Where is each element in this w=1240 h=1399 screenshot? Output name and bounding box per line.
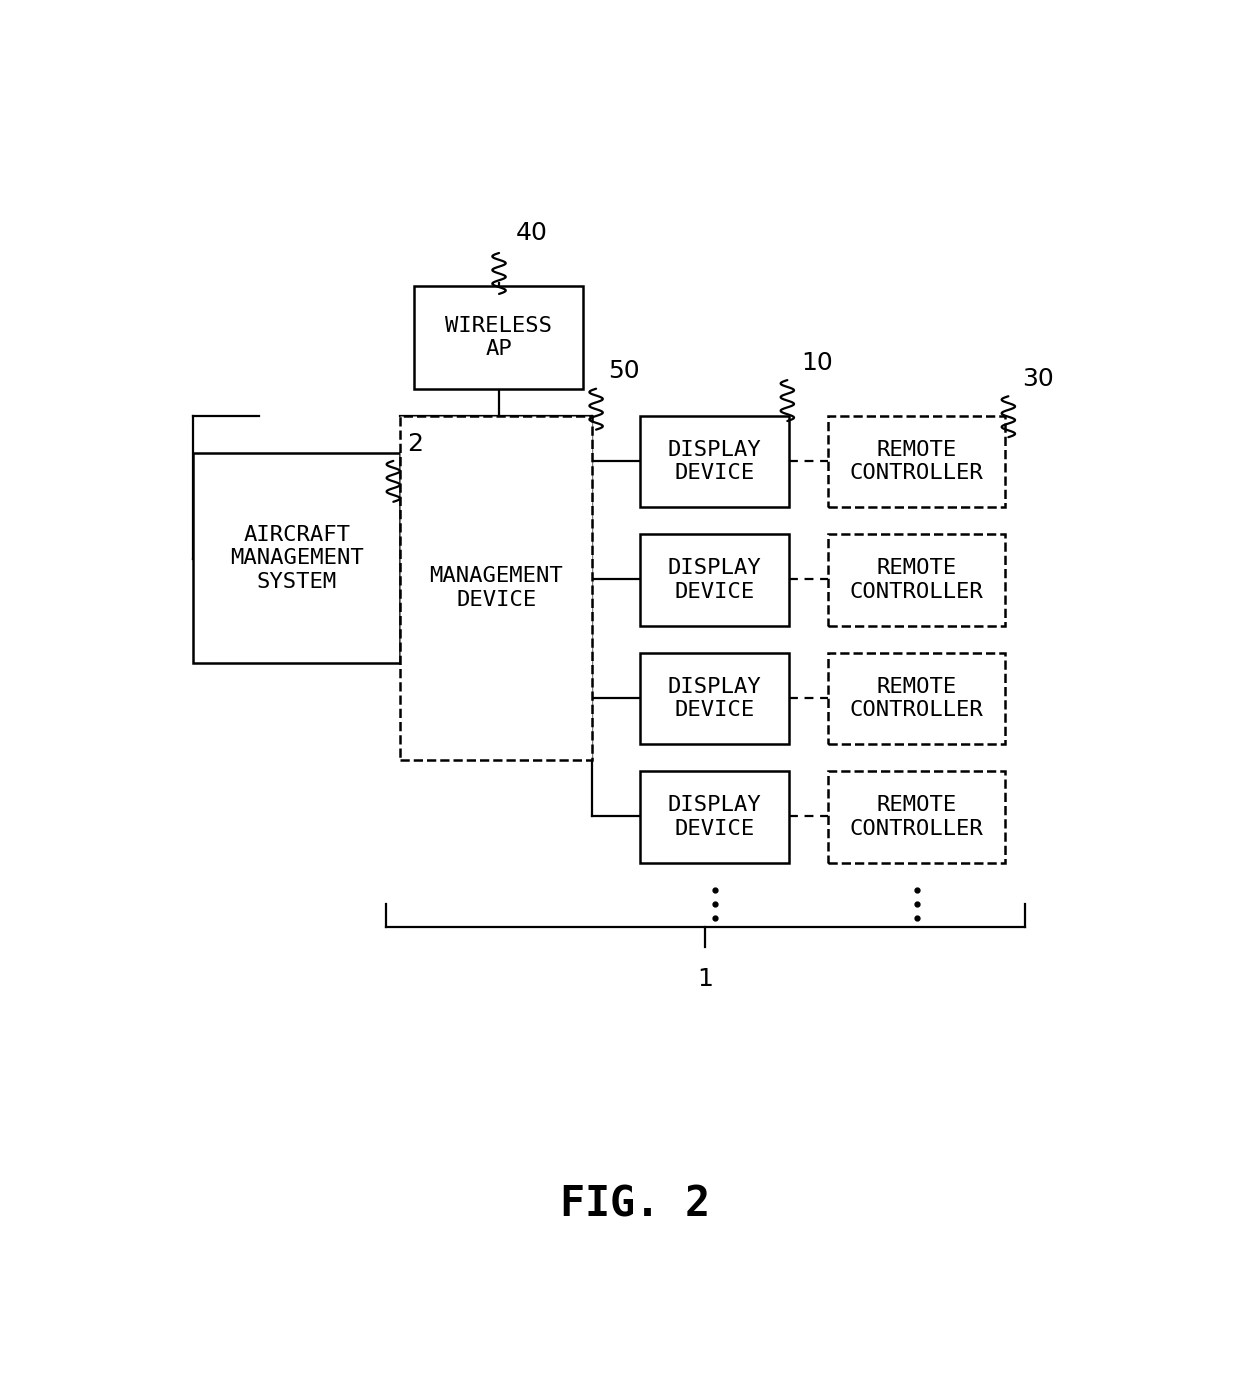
Text: 10: 10: [801, 351, 832, 375]
Text: DISPLAY
DEVICE: DISPLAY DEVICE: [668, 795, 761, 838]
Text: AIRCRAFT
MANAGEMENT
SYSTEM: AIRCRAFT MANAGEMENT SYSTEM: [229, 525, 363, 592]
Bar: [640, 652, 790, 744]
Bar: [828, 534, 1006, 625]
Bar: [401, 416, 593, 761]
Bar: [414, 287, 583, 389]
Bar: [640, 771, 790, 863]
Text: DISPLAY
DEVICE: DISPLAY DEVICE: [668, 558, 761, 602]
Text: REMOTE
CONTROLLER: REMOTE CONTROLLER: [849, 795, 983, 838]
Text: REMOTE
CONTROLLER: REMOTE CONTROLLER: [849, 558, 983, 602]
Text: 1: 1: [698, 967, 713, 990]
Text: FIG. 2: FIG. 2: [560, 1184, 711, 1226]
Text: DISPLAY
DEVICE: DISPLAY DEVICE: [668, 677, 761, 720]
Text: DISPLAY
DEVICE: DISPLAY DEVICE: [668, 439, 761, 483]
Bar: [640, 534, 790, 625]
Bar: [828, 771, 1006, 863]
Bar: [640, 416, 790, 508]
Text: 50: 50: [609, 360, 640, 383]
Bar: [193, 453, 401, 663]
Text: REMOTE
CONTROLLER: REMOTE CONTROLLER: [849, 677, 983, 720]
Bar: [828, 416, 1006, 508]
Text: WIRELESS
AP: WIRELESS AP: [445, 316, 552, 360]
Bar: [828, 652, 1006, 744]
Text: 40: 40: [516, 221, 547, 245]
Text: 30: 30: [1022, 367, 1054, 390]
Text: MANAGEMENT
DEVICE: MANAGEMENT DEVICE: [429, 567, 563, 610]
Text: REMOTE
CONTROLLER: REMOTE CONTROLLER: [849, 439, 983, 483]
Text: 2: 2: [407, 431, 423, 456]
